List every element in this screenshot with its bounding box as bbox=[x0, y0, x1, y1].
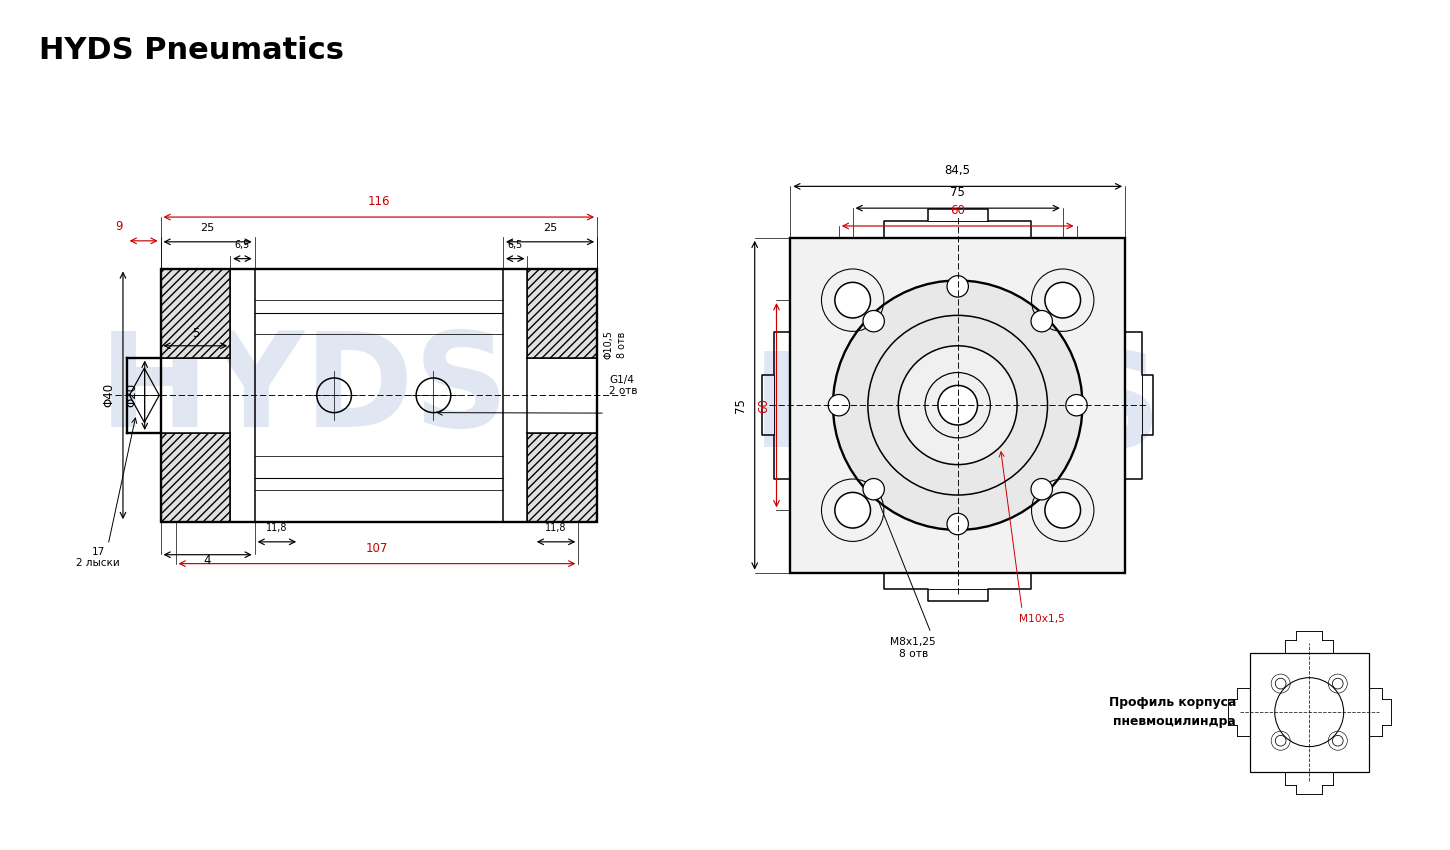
Polygon shape bbox=[790, 238, 1125, 573]
Circle shape bbox=[835, 492, 870, 528]
Circle shape bbox=[1066, 394, 1088, 416]
Polygon shape bbox=[1250, 653, 1369, 772]
Circle shape bbox=[1045, 282, 1080, 318]
Text: 60: 60 bbox=[950, 204, 966, 217]
Circle shape bbox=[1276, 678, 1286, 689]
Text: 6,5: 6,5 bbox=[235, 240, 249, 250]
Text: HYDS: HYDS bbox=[753, 347, 1163, 473]
Text: Φ20: Φ20 bbox=[126, 383, 139, 407]
Circle shape bbox=[1031, 310, 1053, 332]
Circle shape bbox=[1276, 735, 1286, 746]
Polygon shape bbox=[161, 433, 231, 522]
Text: 9: 9 bbox=[115, 220, 123, 233]
Text: 4: 4 bbox=[204, 553, 212, 567]
Circle shape bbox=[832, 280, 1083, 530]
Text: 5: 5 bbox=[191, 327, 199, 340]
Text: 6,5: 6,5 bbox=[507, 240, 523, 250]
Circle shape bbox=[1333, 735, 1343, 746]
Text: Φ40: Φ40 bbox=[102, 383, 115, 407]
Circle shape bbox=[1333, 678, 1343, 689]
Text: Φ10,5: Φ10,5 bbox=[603, 330, 613, 359]
Text: 116: 116 bbox=[368, 196, 390, 208]
Text: 11,8: 11,8 bbox=[267, 523, 287, 533]
Text: HYDS Pneumatics: HYDS Pneumatics bbox=[39, 36, 344, 65]
Text: 11,8: 11,8 bbox=[545, 523, 567, 533]
Polygon shape bbox=[528, 269, 597, 358]
Polygon shape bbox=[161, 269, 231, 358]
Circle shape bbox=[835, 282, 870, 318]
Text: 25: 25 bbox=[200, 223, 215, 233]
Text: 75: 75 bbox=[734, 398, 747, 412]
Text: 17
2 лыски: 17 2 лыски bbox=[77, 547, 120, 569]
Circle shape bbox=[828, 394, 850, 416]
Text: 25: 25 bbox=[542, 223, 557, 233]
Circle shape bbox=[863, 310, 884, 332]
Circle shape bbox=[899, 346, 1016, 465]
Circle shape bbox=[1031, 479, 1053, 500]
Text: HYDS: HYDS bbox=[99, 327, 509, 454]
Polygon shape bbox=[528, 433, 597, 522]
Circle shape bbox=[863, 479, 884, 500]
Text: M10x1,5: M10x1,5 bbox=[1019, 615, 1064, 624]
Text: 84,5: 84,5 bbox=[945, 164, 970, 178]
Text: M8x1,25
8 отв: M8x1,25 8 отв bbox=[890, 637, 935, 659]
Text: Профиль корпуса
пневмоцилиндра: Профиль корпуса пневмоцилиндра bbox=[1109, 696, 1235, 728]
Circle shape bbox=[1045, 492, 1080, 528]
Text: G1/4
2 отв: G1/4 2 отв bbox=[609, 375, 638, 396]
Text: 60: 60 bbox=[757, 398, 770, 412]
Text: 107: 107 bbox=[365, 541, 389, 555]
Text: 75: 75 bbox=[950, 186, 966, 199]
Circle shape bbox=[947, 275, 969, 297]
Circle shape bbox=[947, 513, 969, 535]
Text: 8 отв: 8 отв bbox=[616, 332, 626, 358]
Circle shape bbox=[938, 385, 977, 425]
